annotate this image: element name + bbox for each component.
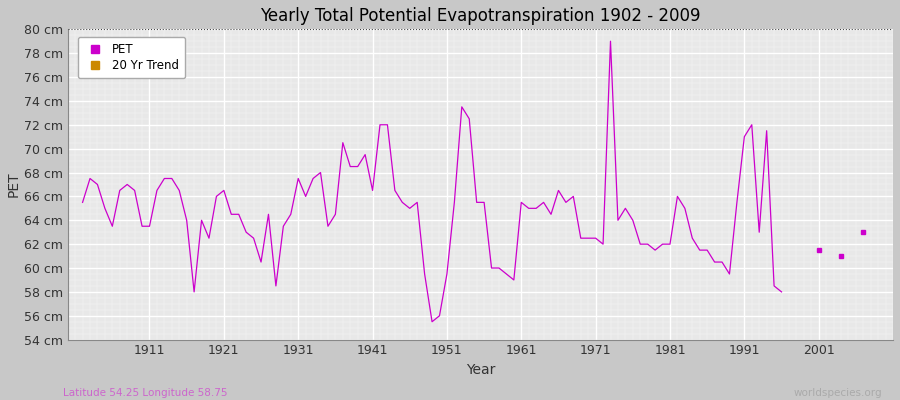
- Y-axis label: PET: PET: [7, 172, 21, 197]
- Legend: PET, 20 Yr Trend: PET, 20 Yr Trend: [77, 37, 184, 78]
- X-axis label: Year: Year: [465, 363, 495, 377]
- Text: worldspecies.org: worldspecies.org: [794, 388, 882, 398]
- Title: Yearly Total Potential Evapotranspiration 1902 - 2009: Yearly Total Potential Evapotranspiratio…: [260, 7, 700, 25]
- Text: Latitude 54.25 Longitude 58.75: Latitude 54.25 Longitude 58.75: [63, 388, 228, 398]
